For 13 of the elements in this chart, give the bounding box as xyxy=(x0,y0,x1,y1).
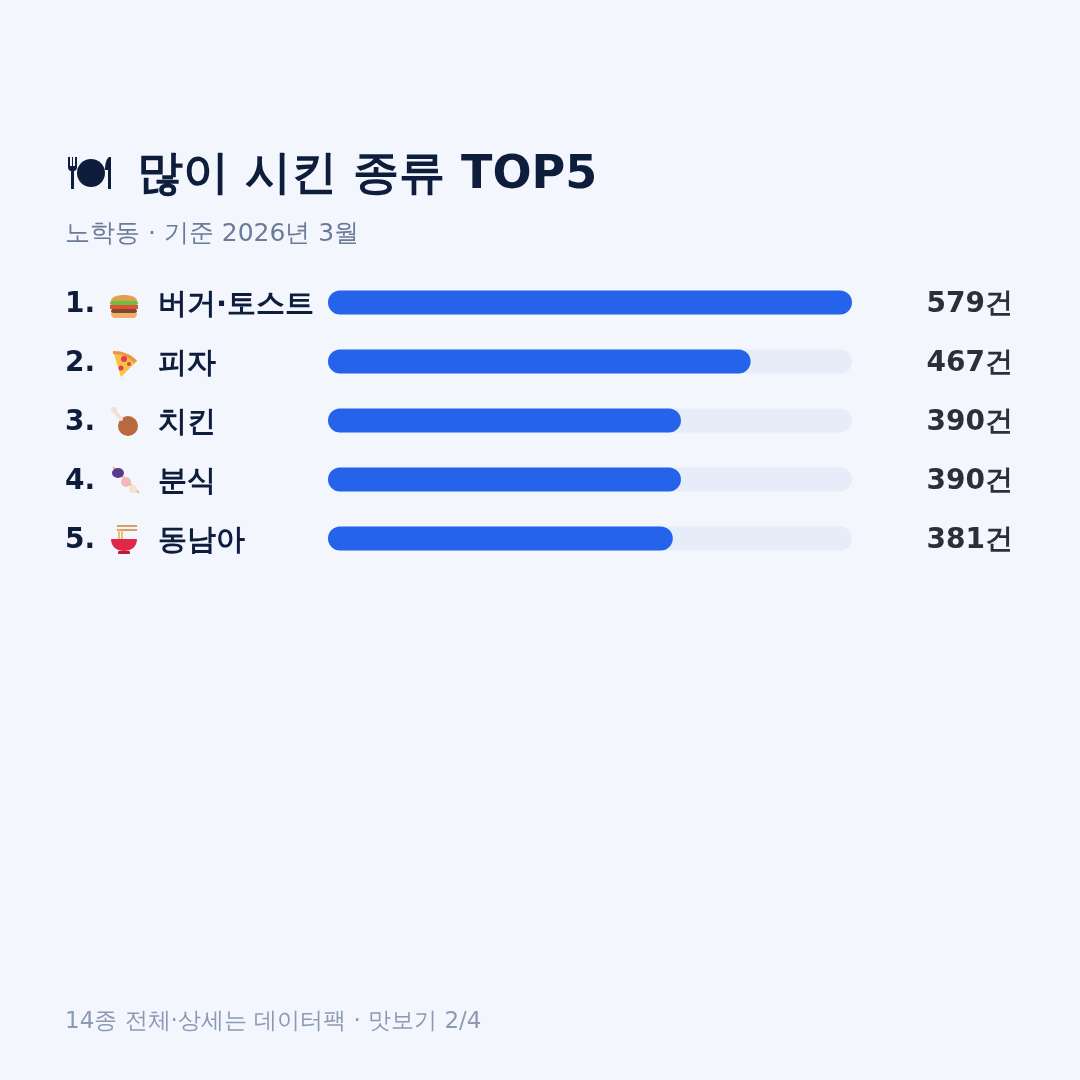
category-label: 2. 피자 xyxy=(65,344,216,379)
data-label: 467건 xyxy=(926,345,1013,378)
data-label: 390건 xyxy=(926,404,1013,437)
chart-subtitle: 노학동 · 기준 2026년 3월 xyxy=(65,217,360,249)
data-label: 381건 xyxy=(926,522,1013,555)
category-label: 4. 분식 xyxy=(65,462,216,497)
data-label: 579건 xyxy=(926,286,1013,319)
category-label: 3. 치킨 xyxy=(65,403,216,438)
data-label: 390건 xyxy=(926,463,1013,496)
category-label: 1. 버거·토스트 xyxy=(65,285,315,320)
text: 14종 전체·상세는 데이터팩 · 맛보기 2/4 xyxy=(65,1006,482,1035)
category-label: 5. 동남아 xyxy=(65,521,245,556)
chart-title: 많이 시킨 종류 TOP5 xyxy=(137,144,598,201)
